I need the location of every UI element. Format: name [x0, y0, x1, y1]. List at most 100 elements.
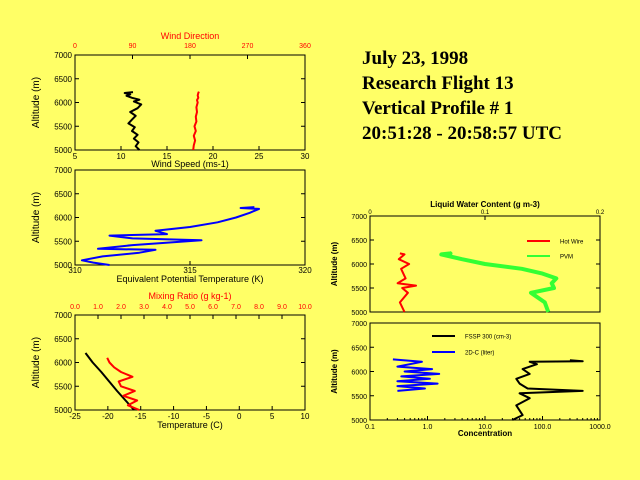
y-tick-label: 6000	[351, 262, 367, 269]
y-tick-label: 7000	[351, 321, 367, 328]
x-top-tick-label: 4.0	[162, 304, 172, 311]
series-line-wind-speed	[123, 91, 143, 151]
x-top-title: Wind Direction	[161, 31, 220, 41]
x-top-tick-label: 5.0	[185, 304, 195, 311]
y-tick-label: 5500	[54, 237, 72, 246]
x-axis-title: Temperature (C)	[157, 420, 223, 430]
y-tick-label: 6500	[54, 335, 72, 344]
series-line-theta-e	[80, 206, 260, 266]
series-line-fssp-300-cm-3-	[511, 359, 584, 421]
x-tick-label: 15	[163, 152, 172, 161]
x-tick-label: 20	[209, 152, 218, 161]
series-line-wind-direction	[192, 91, 200, 151]
x-tick-label: 315	[183, 266, 197, 275]
y-tick-label: 6500	[351, 345, 367, 352]
y-tick-label: 5000	[54, 261, 72, 270]
x-axis-title: Concentration	[458, 429, 512, 438]
y-axis-label: Altitude (m)	[31, 337, 42, 388]
x-top-tick-label: 2.0	[116, 304, 126, 311]
x-top-tick-label: 8.0	[254, 304, 264, 311]
x-top-tick-label: 0.0	[70, 304, 80, 311]
y-tick-label: 5500	[351, 286, 367, 293]
y-tick-label: 6000	[54, 359, 72, 368]
plot-frame	[74, 169, 306, 266]
x-tick-label: 310	[68, 266, 82, 275]
x-tick-label: 10	[301, 412, 310, 421]
title-block: July 23, 1998 Research Flight 13 Vertica…	[362, 46, 632, 146]
x-tick-label: 25	[255, 152, 264, 161]
theta-chart: 5000 5500 6000 6500 7000 Altitude (m) 310 315 32…	[31, 166, 312, 284]
x-tick-label: -25	[69, 412, 81, 421]
y-tick-label: 7000	[54, 166, 72, 175]
series-line-pvm	[439, 251, 559, 313]
x-top-tick-label: 0	[73, 43, 77, 50]
y-axis-label: Altitude (m)	[31, 77, 42, 128]
x-top-title: Liquid Water Content (g m-3)	[430, 200, 540, 209]
legend-label: 2D-C (liter)	[465, 351, 494, 357]
legend-label: Hot Wire	[560, 240, 584, 246]
y-tick-label: 6000	[54, 214, 72, 223]
x-tick-label: 10.0	[478, 424, 492, 431]
x-tick-label: 320	[298, 266, 312, 275]
x-axis-title: Equivalent Potential Temperature (K)	[117, 274, 264, 284]
legend-label: FSSP 300 (cm-3)	[465, 335, 511, 341]
x-top-tick-label: 9.0	[277, 304, 287, 311]
time-range: 20:51:28 - 20:58:57 UTC	[362, 123, 563, 144]
x-tick-label: -5	[203, 412, 211, 421]
y-tick-label: 6500	[351, 238, 367, 245]
y-tick-label: 5500	[54, 382, 72, 391]
y-tick-label: 5500	[54, 122, 72, 131]
y-axis-label: Altitude (m)	[330, 241, 339, 286]
profile-name: Vertical Profile # 1	[362, 98, 514, 119]
x-top-tick-label: 0	[368, 210, 372, 216]
y-tick-label: 5000	[54, 406, 72, 415]
x-top-tick-label: 270	[242, 43, 254, 50]
x-top-tick-label: 6.0	[208, 304, 218, 311]
x-tick-label: -10	[168, 412, 180, 421]
lwc-chart: 5000 5500 6000 6500 7000 Altitude (m) 0 0.1 0.2 L…	[330, 200, 605, 317]
y-tick-label: 6000	[54, 99, 72, 108]
series-line-mixing-ratio	[106, 357, 140, 411]
series-line-temperature	[84, 352, 135, 411]
y-tick-label: 5000	[351, 418, 367, 425]
x-tick-label: 5	[270, 412, 275, 421]
wind-chart: 5000 5500 6000 6500 7000 Altitude (m) 5 10 15 20 2…	[31, 31, 311, 169]
x-tick-label: 5	[73, 152, 78, 161]
x-top-tick-label: 0.1	[481, 210, 490, 216]
y-tick-label: 5500	[351, 394, 367, 401]
x-top-tick-label: 180	[184, 43, 196, 50]
flight-name: Research Flight 13	[362, 73, 514, 94]
series-line-hot-wire	[396, 252, 417, 313]
x-tick-label: -15	[135, 412, 147, 421]
x-axis-title: Wind Speed (ms-1)	[151, 159, 229, 169]
x-top-tick-label: 3.0	[139, 304, 149, 311]
x-tick-label: 0	[237, 412, 242, 421]
plot-frame	[74, 54, 306, 151]
temperature-chart: 5000 5500 6000 6500 7000 Altitude (m) -25 -20 -1…	[31, 291, 312, 430]
y-tick-label: 6500	[54, 75, 72, 84]
series-line-2d-c-liter-	[392, 358, 441, 392]
y-axis-label: Altitude (m)	[31, 192, 42, 243]
y-axis-label: Altitude (m)	[330, 349, 339, 394]
y-tick-label: 6000	[351, 370, 367, 377]
y-tick-label: 7000	[54, 51, 72, 60]
x-top-tick-label: 7.0	[231, 304, 241, 311]
x-tick-label: 1000.0	[589, 424, 611, 431]
y-tick-label: 6500	[54, 190, 72, 199]
x-top-tick-label: 360	[299, 43, 311, 50]
x-tick-label: 0.1	[365, 424, 375, 431]
x-tick-label: 30	[301, 152, 310, 161]
flight-date: July 23, 1998	[362, 48, 469, 69]
y-tick-label: 5000	[54, 146, 72, 155]
y-tick-label: 7000	[54, 311, 72, 320]
x-tick-label: 10	[117, 152, 126, 161]
x-tick-label: 100.0	[534, 424, 552, 431]
x-tick-label: 1.0	[423, 424, 433, 431]
y-tick-label: 7000	[351, 214, 367, 221]
y-tick-label: 5000	[351, 310, 367, 317]
x-top-tick-label: 0.2	[596, 210, 605, 216]
x-top-tick-label: 10.0	[298, 304, 312, 311]
x-top-tick-label: 90	[129, 43, 137, 50]
x-top-title: Mixing Ratio (g kg-1)	[148, 291, 231, 301]
legend-label: PVM	[560, 255, 573, 261]
